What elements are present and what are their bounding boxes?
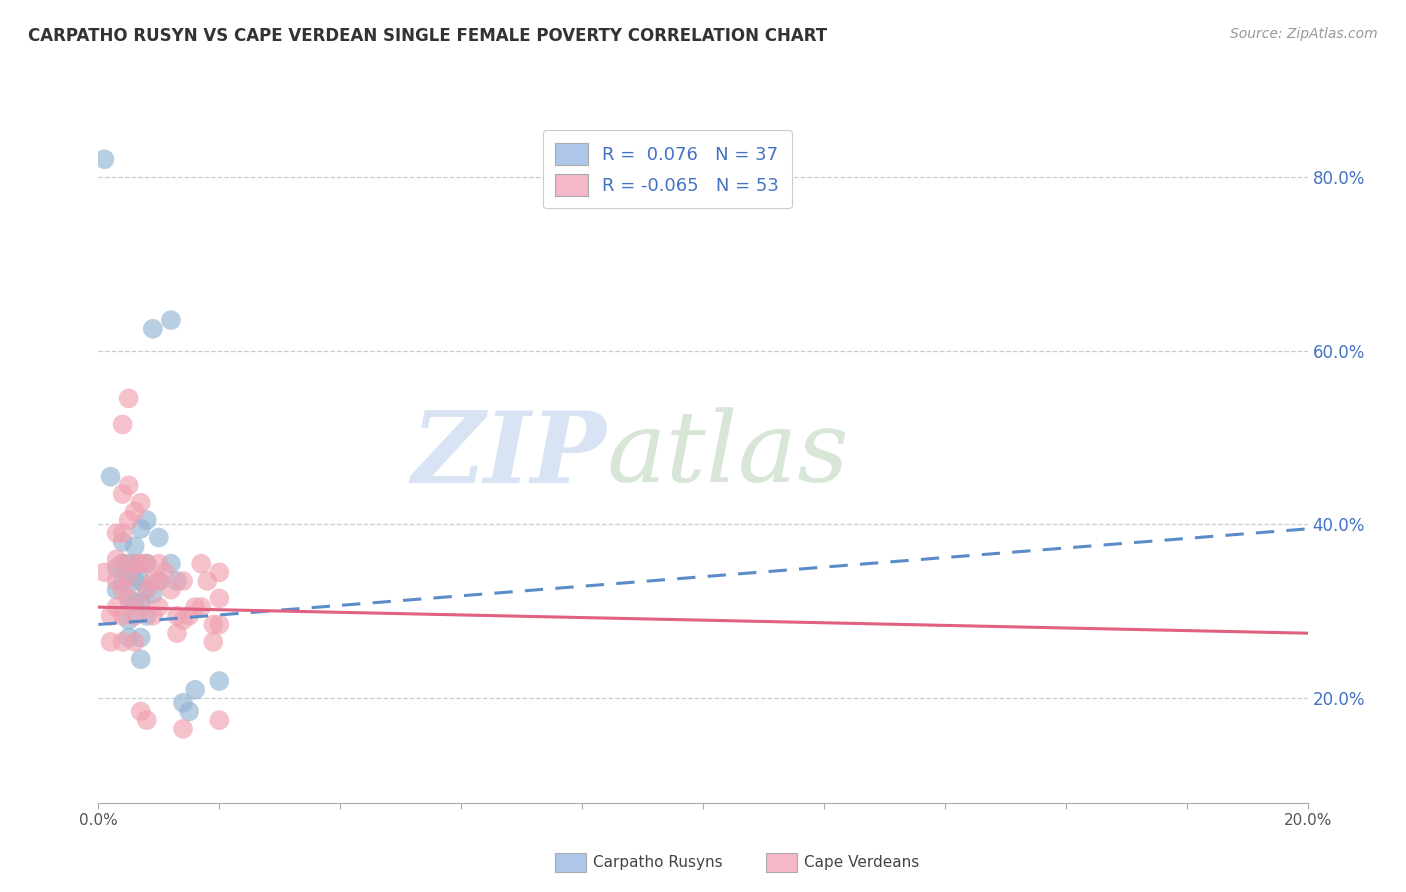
Point — [111, 417, 134, 432]
Point — [179, 608, 201, 623]
Point — [111, 557, 134, 571]
Point — [135, 557, 157, 571]
Text: CARPATHO RUSYN VS CAPE VERDEAN SINGLE FEMALE POVERTY CORRELATION CHART: CARPATHO RUSYN VS CAPE VERDEAN SINGLE FE… — [28, 27, 827, 45]
Point — [129, 705, 152, 719]
Point — [135, 513, 157, 527]
Point — [118, 631, 141, 645]
Point — [124, 635, 146, 649]
Point — [202, 617, 225, 632]
Point — [129, 596, 152, 610]
Text: ZIP: ZIP — [412, 407, 606, 503]
Point — [105, 552, 128, 566]
Point — [172, 613, 194, 627]
Point — [111, 557, 134, 571]
Point — [172, 722, 194, 736]
Point — [124, 557, 146, 571]
Point — [100, 608, 122, 623]
Point — [135, 713, 157, 727]
Point — [208, 591, 231, 606]
Point — [118, 513, 141, 527]
Point — [105, 561, 128, 575]
Text: Cape Verdeans: Cape Verdeans — [804, 855, 920, 870]
Point — [105, 582, 128, 597]
Point — [135, 582, 157, 597]
Point — [111, 487, 134, 501]
Point — [184, 682, 207, 697]
Point — [148, 557, 170, 571]
Point — [190, 600, 212, 615]
Point — [148, 574, 170, 588]
Point — [111, 608, 134, 623]
Text: Carpatho Rusyns: Carpatho Rusyns — [593, 855, 723, 870]
Point — [118, 478, 141, 492]
Point — [118, 591, 141, 606]
Point — [118, 557, 141, 571]
Point — [142, 587, 165, 601]
Point — [148, 531, 170, 545]
Point — [135, 557, 157, 571]
Point — [160, 313, 183, 327]
Point — [118, 392, 141, 406]
Point — [166, 574, 188, 588]
Point — [124, 539, 146, 553]
Text: atlas: atlas — [606, 408, 849, 502]
Point — [153, 566, 176, 580]
Point — [93, 566, 115, 580]
Point — [172, 574, 194, 588]
Point — [166, 626, 188, 640]
Point — [124, 608, 146, 623]
Point — [208, 674, 231, 689]
Point — [124, 596, 146, 610]
Point — [190, 557, 212, 571]
Point — [129, 631, 152, 645]
Point — [129, 600, 152, 615]
Point — [148, 574, 170, 588]
Point — [111, 534, 134, 549]
Point — [93, 152, 115, 166]
Point — [118, 591, 141, 606]
Point — [148, 600, 170, 615]
Point — [124, 504, 146, 518]
Point — [166, 608, 188, 623]
Point — [142, 574, 165, 588]
Point — [129, 522, 152, 536]
Point — [129, 574, 152, 588]
Point — [208, 617, 231, 632]
Point — [135, 608, 157, 623]
Point — [129, 557, 152, 571]
Point — [111, 635, 134, 649]
Point — [142, 322, 165, 336]
Point — [105, 574, 128, 588]
Point — [124, 557, 146, 571]
Point — [172, 696, 194, 710]
Point — [111, 582, 134, 597]
Point — [195, 574, 218, 588]
Point — [111, 526, 134, 541]
Point — [118, 570, 141, 584]
Point — [179, 705, 201, 719]
Point — [100, 635, 122, 649]
Text: Source: ZipAtlas.com: Source: ZipAtlas.com — [1230, 27, 1378, 41]
Point — [135, 582, 157, 597]
Point — [142, 608, 165, 623]
Point — [208, 713, 231, 727]
Point — [202, 635, 225, 649]
Point — [129, 652, 152, 666]
Point — [160, 582, 183, 597]
Point — [129, 557, 152, 571]
Point — [111, 574, 134, 588]
Point — [208, 566, 231, 580]
Point — [160, 557, 183, 571]
Point — [124, 574, 146, 588]
Point — [105, 526, 128, 541]
Point — [129, 496, 152, 510]
Legend: R =  0.076   N = 37, R = -0.065   N = 53: R = 0.076 N = 37, R = -0.065 N = 53 — [543, 130, 792, 209]
Point — [118, 613, 141, 627]
Point — [184, 600, 207, 615]
Point — [100, 469, 122, 483]
Point — [105, 600, 128, 615]
Point — [118, 570, 141, 584]
